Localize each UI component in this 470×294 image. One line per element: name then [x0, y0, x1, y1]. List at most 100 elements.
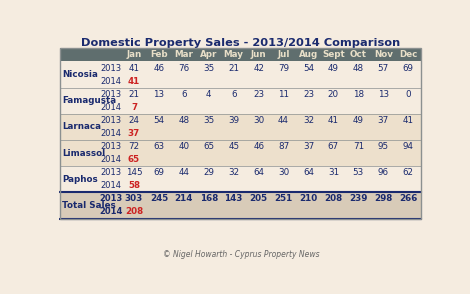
Bar [60, 140, 421, 166]
Text: 4: 4 [206, 90, 212, 99]
Text: 63: 63 [153, 142, 164, 151]
Text: 208: 208 [125, 208, 143, 216]
Text: 57: 57 [378, 64, 389, 73]
Text: 145: 145 [125, 168, 142, 177]
Text: 2013: 2013 [101, 168, 122, 177]
Text: 2013: 2013 [101, 64, 122, 73]
Text: Jul: Jul [277, 50, 290, 59]
Text: 41: 41 [128, 77, 140, 86]
Text: 54: 54 [303, 64, 314, 73]
Text: 94: 94 [403, 142, 414, 151]
Text: Jun: Jun [251, 50, 266, 59]
Text: 69: 69 [153, 168, 164, 177]
Text: 6: 6 [181, 90, 187, 99]
Text: 44: 44 [278, 116, 289, 125]
Text: Feb: Feb [150, 50, 168, 59]
Text: 30: 30 [278, 168, 289, 177]
Text: 96: 96 [378, 168, 389, 177]
Text: 266: 266 [399, 194, 417, 203]
Text: 39: 39 [228, 116, 239, 125]
Text: 245: 245 [150, 194, 168, 203]
Text: 2013: 2013 [101, 142, 122, 151]
Text: Sept: Sept [322, 50, 345, 59]
Text: 2013: 2013 [100, 194, 123, 203]
Text: 168: 168 [200, 194, 218, 203]
Text: 45: 45 [228, 142, 239, 151]
Text: 44: 44 [178, 168, 189, 177]
Text: 23: 23 [253, 90, 264, 99]
Text: 18: 18 [353, 90, 364, 99]
Text: 65: 65 [128, 155, 140, 164]
Text: 49: 49 [353, 116, 364, 125]
Text: 214: 214 [175, 194, 193, 203]
Text: 41: 41 [328, 116, 339, 125]
Text: 53: 53 [352, 168, 364, 177]
Text: 35: 35 [203, 64, 214, 73]
Text: 143: 143 [225, 194, 243, 203]
Text: 31: 31 [328, 168, 339, 177]
Text: Paphos: Paphos [62, 175, 98, 184]
Text: 20: 20 [328, 90, 339, 99]
Text: 79: 79 [278, 64, 289, 73]
Text: 64: 64 [303, 168, 314, 177]
Text: Limassol: Limassol [62, 148, 105, 158]
Text: © Nigel Howarth - Cyprus Property News: © Nigel Howarth - Cyprus Property News [163, 250, 319, 259]
Text: 67: 67 [328, 142, 339, 151]
Text: 46: 46 [153, 64, 164, 73]
Text: 239: 239 [349, 194, 368, 203]
Bar [60, 48, 421, 218]
Bar [60, 192, 421, 218]
Text: 37: 37 [303, 142, 314, 151]
Text: 35: 35 [203, 116, 214, 125]
Bar [60, 61, 421, 88]
Text: 13: 13 [378, 90, 389, 99]
Text: 23: 23 [303, 90, 314, 99]
Text: 2014: 2014 [101, 155, 122, 164]
Text: Nov: Nov [374, 50, 393, 59]
Text: Nicosia: Nicosia [62, 70, 98, 79]
Text: 37: 37 [378, 116, 389, 125]
Text: 2014: 2014 [101, 181, 122, 190]
Text: 303: 303 [125, 194, 143, 203]
Text: 71: 71 [353, 142, 364, 151]
Text: 2014: 2014 [99, 208, 123, 216]
Text: Domestic Property Sales - 2013/2014 Comparison: Domestic Property Sales - 2013/2014 Comp… [81, 38, 400, 48]
Text: Aug: Aug [299, 50, 318, 59]
Text: 40: 40 [178, 142, 189, 151]
Text: 2014: 2014 [101, 77, 122, 86]
Text: 2013: 2013 [101, 90, 122, 99]
Text: 21: 21 [228, 64, 239, 73]
Text: 37: 37 [128, 129, 140, 138]
Text: 2013: 2013 [101, 116, 122, 125]
Text: 69: 69 [403, 64, 414, 73]
Text: Larnaca: Larnaca [62, 122, 101, 131]
Text: 41: 41 [128, 64, 140, 73]
Text: 48: 48 [178, 116, 189, 125]
Text: 32: 32 [228, 168, 239, 177]
Text: 64: 64 [253, 168, 264, 177]
Text: 21: 21 [128, 90, 140, 99]
Bar [60, 114, 421, 140]
Text: Mar: Mar [174, 50, 193, 59]
Text: 210: 210 [299, 194, 318, 203]
Text: Apr: Apr [200, 50, 218, 59]
Text: 2014: 2014 [101, 129, 122, 138]
Text: Oct: Oct [350, 50, 367, 59]
Text: 72: 72 [128, 142, 140, 151]
Text: 0: 0 [406, 90, 411, 99]
Text: Total Sales: Total Sales [62, 201, 116, 210]
Text: 13: 13 [153, 90, 164, 99]
Text: 251: 251 [274, 194, 293, 203]
Text: 62: 62 [403, 168, 414, 177]
Text: 42: 42 [253, 64, 264, 73]
Text: 2014: 2014 [101, 103, 122, 112]
Text: 208: 208 [324, 194, 343, 203]
Text: 95: 95 [378, 142, 389, 151]
Text: 54: 54 [153, 116, 164, 125]
Bar [60, 166, 421, 192]
Text: 46: 46 [253, 142, 264, 151]
Text: 48: 48 [353, 64, 364, 73]
Text: Dec: Dec [399, 50, 417, 59]
Text: 49: 49 [328, 64, 339, 73]
Text: 41: 41 [403, 116, 414, 125]
